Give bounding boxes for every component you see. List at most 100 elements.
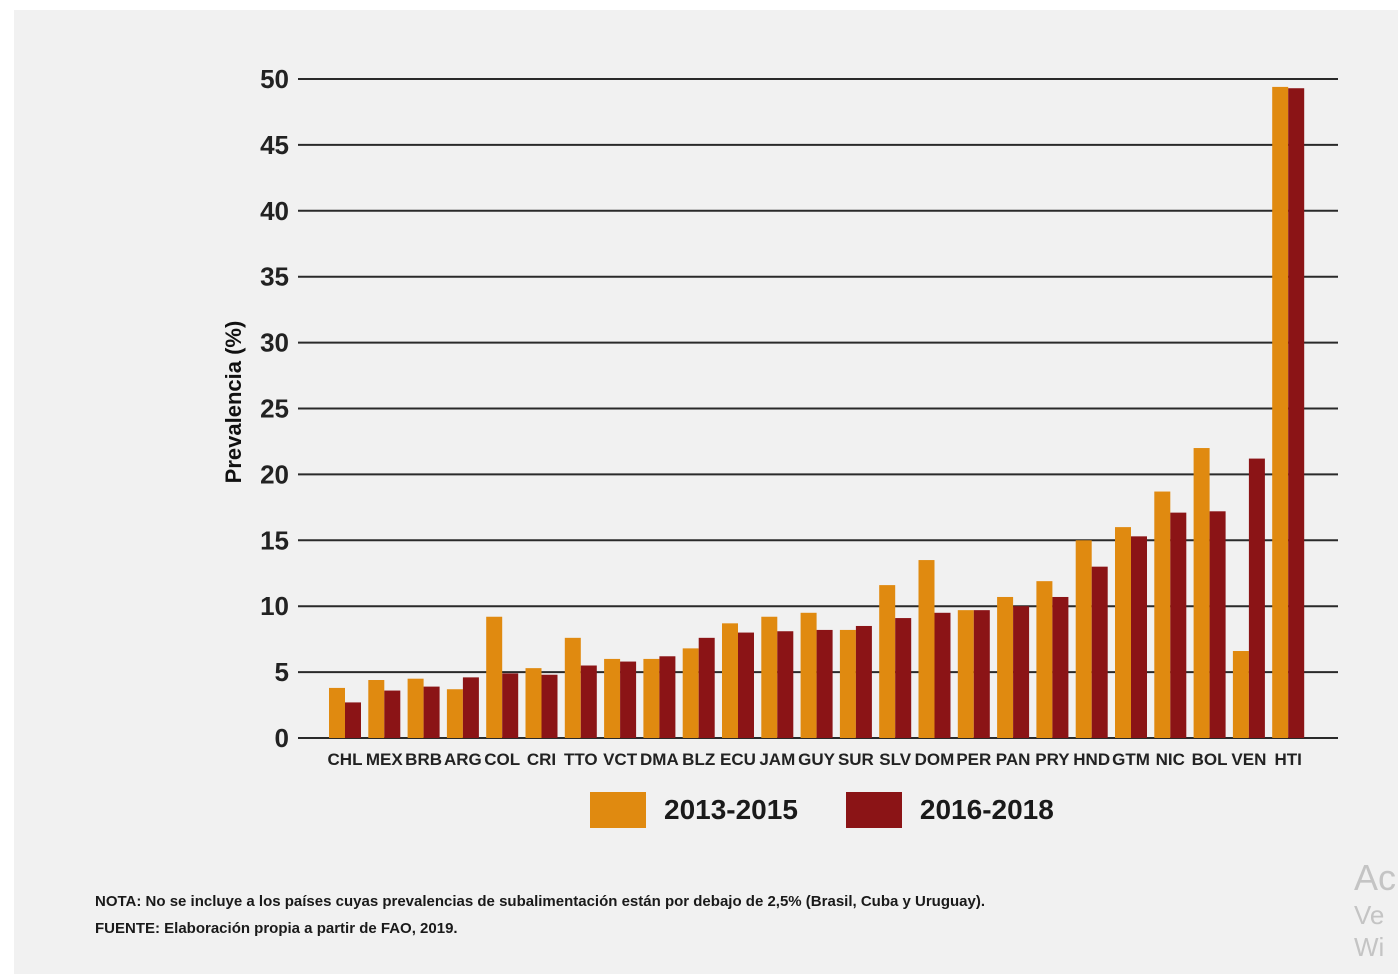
bar — [1013, 606, 1030, 738]
bar — [738, 632, 754, 738]
bar — [722, 623, 738, 738]
top-margin — [0, 0, 1398, 10]
activation-watermark: Ac Ve Wi — [1354, 858, 1398, 974]
bar — [486, 616, 503, 738]
bar — [423, 686, 440, 738]
bar — [462, 677, 479, 738]
legend-item-series-1: 2013-2015 — [590, 792, 798, 828]
bar — [604, 658, 621, 738]
x-tick-label: MEX — [366, 750, 404, 769]
bar — [879, 585, 896, 738]
legend: 2013-2015 2016-2018 — [590, 792, 1102, 828]
left-margin — [0, 0, 14, 974]
legend-swatch-series-2 — [845, 792, 902, 828]
legend-item-series-2: 2016-2018 — [845, 792, 1054, 828]
x-tick-label: BLZ — [682, 750, 715, 769]
bar — [973, 610, 990, 738]
bar — [1091, 566, 1108, 738]
bar — [855, 625, 872, 738]
bar — [564, 637, 581, 738]
figure-notes: NOTA: No se incluye a los países cuyas p… — [95, 888, 985, 942]
y-tick-label: 30 — [260, 328, 289, 358]
x-tick-label: HND — [1073, 750, 1110, 769]
y-tick-label: 40 — [260, 196, 289, 226]
bar — [580, 665, 597, 738]
note-text: NOTA: No se incluye a los países cuyas p… — [95, 893, 986, 910]
bar — [1075, 540, 1092, 738]
bar — [1248, 458, 1265, 738]
x-tick-label: NIC — [1156, 750, 1185, 769]
bar — [1193, 448, 1210, 738]
bar — [957, 610, 974, 738]
bar — [1170, 512, 1187, 738]
legend-label-series-2: 2016-2018 — [919, 794, 1054, 825]
legend-label-series-1: 2013-2015 — [664, 794, 798, 825]
y-tick-label: 0 — [275, 723, 289, 753]
x-tick-label: PER — [956, 750, 991, 769]
x-tick-label: BOL — [1192, 750, 1228, 769]
y-tick-label: 20 — [260, 459, 289, 489]
watermark-line-1: Ac — [1354, 858, 1397, 898]
x-tick-label: BRB — [405, 750, 442, 769]
bar — [1288, 88, 1305, 738]
bar — [502, 673, 519, 738]
y-tick-label: 45 — [260, 130, 289, 160]
bar — [384, 690, 401, 738]
bar — [682, 648, 699, 738]
bar — [997, 596, 1014, 738]
bar — [1036, 581, 1053, 738]
bar — [895, 618, 912, 738]
watermark-line-3: Wi — [1354, 932, 1385, 962]
watermark-line-2: Ve — [1354, 900, 1385, 930]
bar — [1131, 536, 1147, 738]
bar — [643, 658, 660, 738]
bar — [761, 616, 778, 738]
bar — [525, 668, 542, 738]
bar — [800, 612, 817, 738]
x-tick-label: COL — [484, 750, 520, 769]
bar — [329, 687, 345, 738]
bar — [698, 637, 715, 738]
bar — [620, 661, 637, 738]
source-text: FUENTE: Elaboración propia a partir de F… — [95, 920, 458, 937]
bar — [816, 629, 833, 738]
x-tick-label: TTO — [564, 750, 598, 769]
y-tick-label: 25 — [260, 394, 289, 424]
x-tick-label: ECU — [720, 750, 756, 769]
y-tick-label: 35 — [260, 262, 289, 292]
bar — [777, 631, 794, 738]
x-tick-label: DOM — [915, 750, 955, 769]
legend-swatch-series-1 — [590, 792, 646, 828]
x-tick-label: SUR — [838, 750, 874, 769]
x-tick-label: CRI — [527, 750, 556, 769]
x-tick-label: DMA — [640, 750, 679, 769]
x-tick-label: PRY — [1035, 750, 1070, 769]
x-tick-label: VEN — [1231, 750, 1266, 769]
y-axis-label: Prevalencia (%) — [221, 321, 246, 484]
x-tick-label: HTI — [1275, 750, 1302, 769]
bar — [1115, 527, 1131, 738]
x-tick-label: SLV — [879, 750, 911, 769]
x-tick-label: CHL — [328, 750, 363, 769]
y-tick-label: 5 — [275, 657, 289, 687]
bar — [1209, 511, 1226, 738]
bar — [659, 656, 676, 738]
x-tick-label: ARG — [444, 750, 482, 769]
bar — [368, 680, 385, 738]
bar — [541, 674, 558, 738]
bar — [446, 689, 463, 738]
bar — [1232, 651, 1249, 738]
x-tick-label: GUY — [798, 750, 836, 769]
bar — [1272, 86, 1289, 738]
bar — [934, 612, 951, 738]
bar — [1052, 596, 1069, 738]
bar — [407, 678, 424, 738]
y-tick-label: 50 — [260, 64, 289, 94]
y-tick-label: 15 — [260, 525, 289, 555]
labels-layer: 0 5 10 15 20 25 30 35 40 45 50 CHL MEX BRB ARG COL CRI TT… — [260, 64, 1302, 769]
bar — [918, 560, 935, 738]
x-tick-label: JAM — [759, 750, 795, 769]
x-tick-label: GTM — [1112, 750, 1150, 769]
